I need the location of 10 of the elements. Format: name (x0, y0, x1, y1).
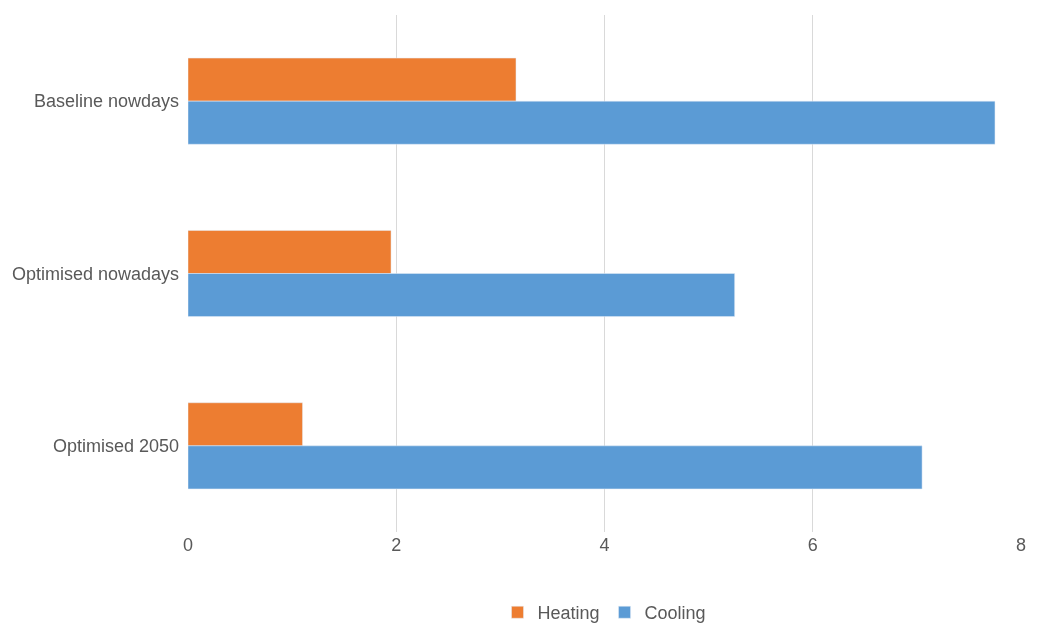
y-tick-label: Baseline nowdays (33, 91, 179, 112)
legend-label: Cooling (644, 603, 706, 624)
x-tick-label: 8 (1015, 535, 1027, 555)
legend-label: Heating (537, 603, 600, 624)
x-tick-label: 6 (807, 535, 818, 555)
y-tick-label: Optimised nowadays (11, 263, 179, 284)
x-tick-label: 2 (391, 535, 402, 555)
x-tick-label: 4 (599, 535, 610, 555)
y-tick-label: Optimised 2050 (52, 436, 179, 457)
x-tick-label: 0 (182, 535, 194, 555)
